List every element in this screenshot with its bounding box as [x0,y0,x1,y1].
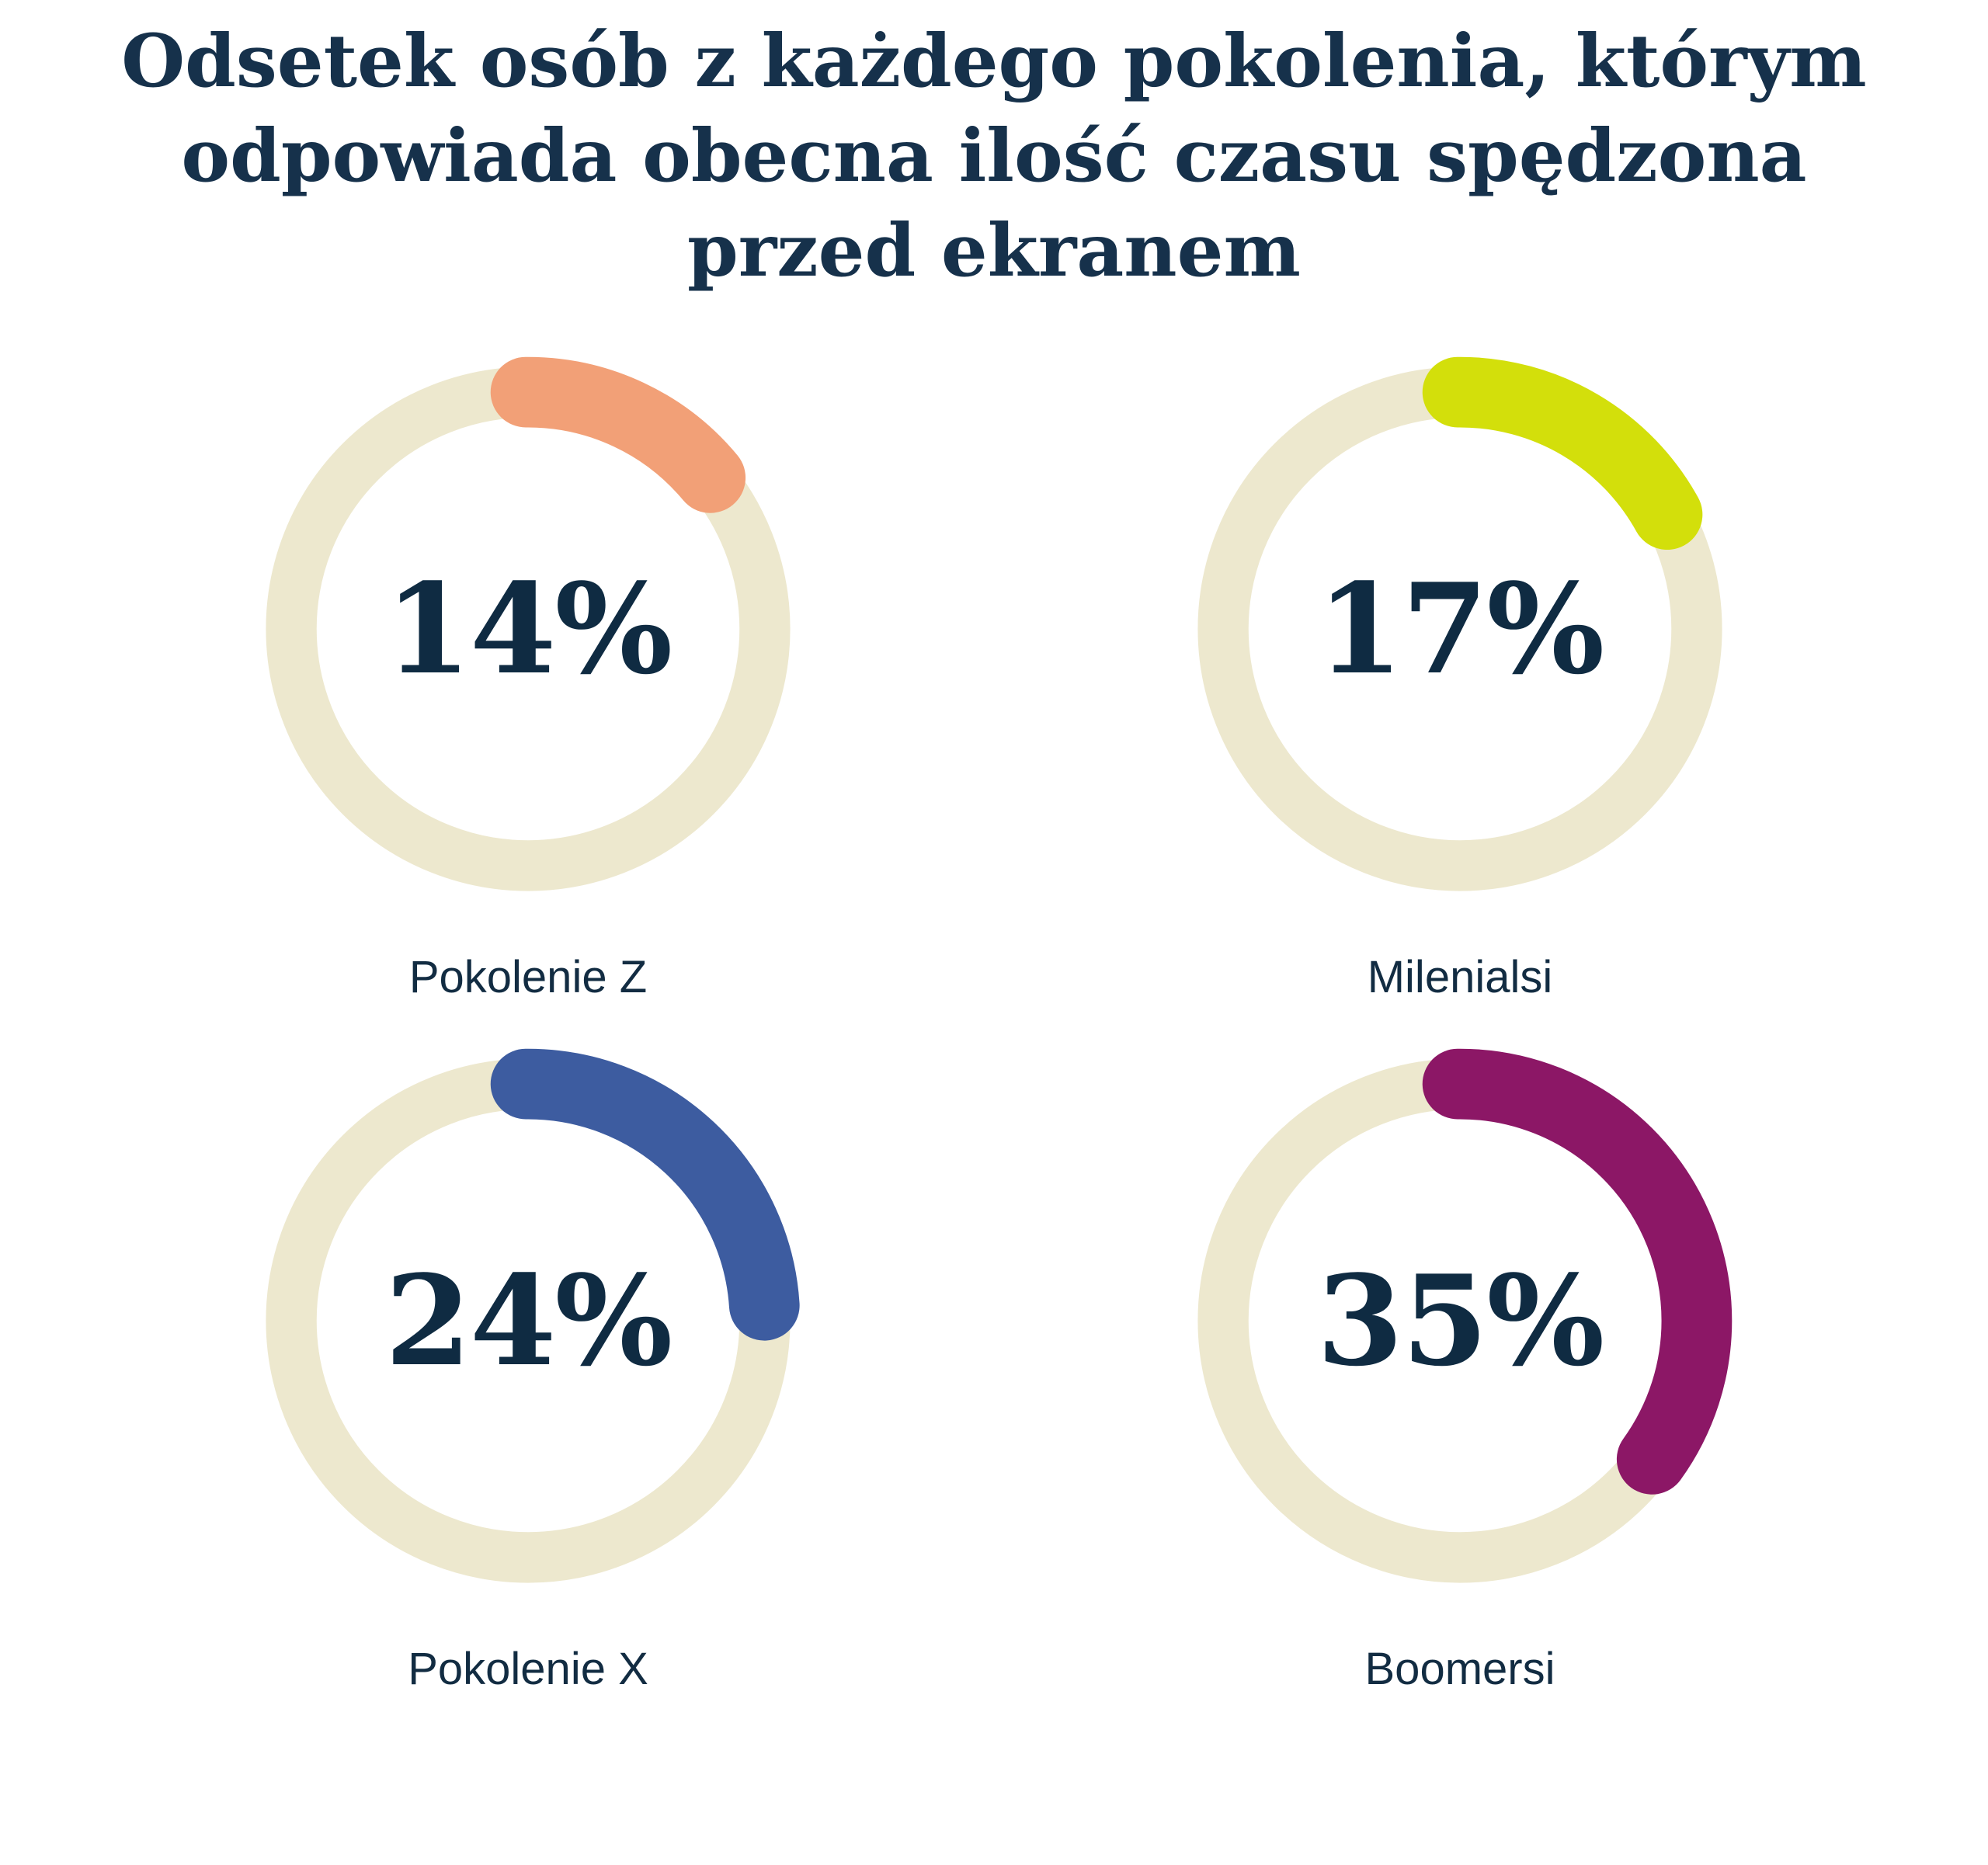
donut-chart-pokolenie-x: 24% Pokolenie X [62,1039,994,1695]
donut-svg [1187,1048,1733,1592]
donut-value: 24% [384,1247,673,1394]
donut-label: Milenialsi [1367,951,1553,1002]
donut-ring-boomersi: 35% [1178,1039,1742,1603]
donut-arc [255,1048,801,1592]
title-line-3: przed ekranem [687,208,1301,294]
donut-chart-milenialsi: 17% Milenialsi [994,347,1926,1003]
title-line-2: odpowiada obecna ilość czasu spędzona [181,113,1807,200]
donut-svg [255,356,801,901]
donut-arc [255,356,801,901]
donut-label: Pokolenie Z [408,951,648,1002]
donut-value: 35% [1316,1247,1605,1394]
title-line-1: Odsetek osób z każdego pokolenia, którym [121,19,1867,104]
donut-ring-milenialsi: 17% [1178,347,1742,911]
donut-value: 17% [1316,555,1605,702]
donut-arc [1187,1048,1733,1592]
donut-svg [255,1048,801,1592]
donut-ring-pokolenie-z: 14% [246,347,810,911]
page-title: Odsetek osób z każdego pokolenia, którym… [121,14,1866,299]
donut-svg [1187,356,1733,901]
donut-chart-pokolenie-z: 14% Pokolenie Z [62,347,994,1003]
donut-chart-boomersi: 35% Boomersi [994,1039,1926,1695]
donut-grid: 14% Pokolenie Z 17% Milenialsi 24% [62,347,1926,1695]
donut-label: Pokolenie X [408,1643,648,1694]
donut-ring-pokolenie-x: 24% [246,1039,810,1603]
donut-label: Boomersi [1364,1643,1555,1694]
donut-arc [1187,356,1733,901]
donut-value: 14% [384,555,673,702]
